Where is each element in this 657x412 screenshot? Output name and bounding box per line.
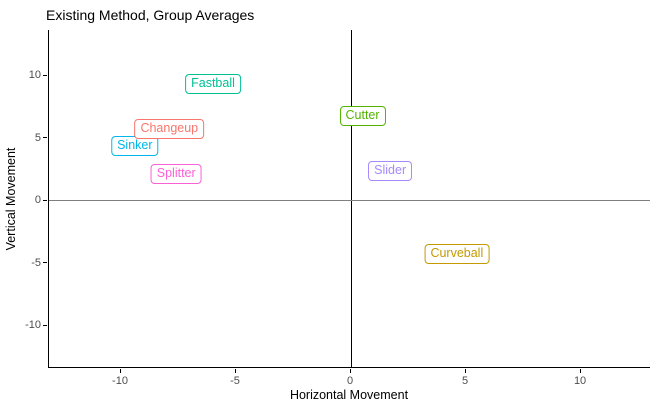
x-axis-title: Horizontal Movement — [289, 388, 409, 402]
x-tick-mark — [349, 369, 351, 373]
x-tick-mark — [119, 369, 121, 373]
x-tick-label: 10 — [573, 375, 587, 387]
y-tick-mark — [43, 137, 47, 138]
y-tick-mark — [43, 262, 47, 263]
x-tick-label: -10 — [112, 375, 128, 387]
y-axis-title: Vertical Movement — [4, 147, 18, 251]
y-tick-mark — [43, 74, 47, 76]
point-label-fastball: Fastball — [185, 73, 241, 94]
zero-horizontal-line — [49, 199, 650, 201]
y-tick-label: 5 — [34, 131, 41, 144]
y-tick-label: 10 — [28, 69, 41, 81]
y-tick-label: 0 — [34, 194, 41, 206]
point-label-sinker: Sinker — [111, 136, 159, 157]
point-label-splitter: Splitter — [150, 163, 202, 184]
x-tick-label: 0 — [346, 375, 354, 387]
y-tick-mark — [43, 199, 47, 201]
x-tick-label: -5 — [230, 375, 240, 387]
y-tick-mark — [43, 324, 47, 326]
point-label-cutter: Cutter — [339, 106, 386, 127]
chart-title: Existing Method, Group Averages — [46, 7, 255, 23]
x-tick-mark — [464, 369, 466, 373]
y-tick-label: -10 — [25, 319, 41, 331]
point-label-changeup: Changeup — [134, 118, 205, 139]
point-label-slider: Slider — [368, 161, 413, 182]
y-tick-label: -5 — [31, 256, 41, 269]
x-tick-label: 5 — [461, 375, 469, 387]
zero-vertical-line — [350, 30, 352, 367]
x-tick-mark — [579, 369, 581, 373]
plot-panel: Fastball Sinker Changeup Splitter Cutter Slid… — [48, 30, 650, 368]
point-label-curveball: Curveball — [424, 243, 490, 264]
x-tick-mark — [234, 369, 236, 373]
